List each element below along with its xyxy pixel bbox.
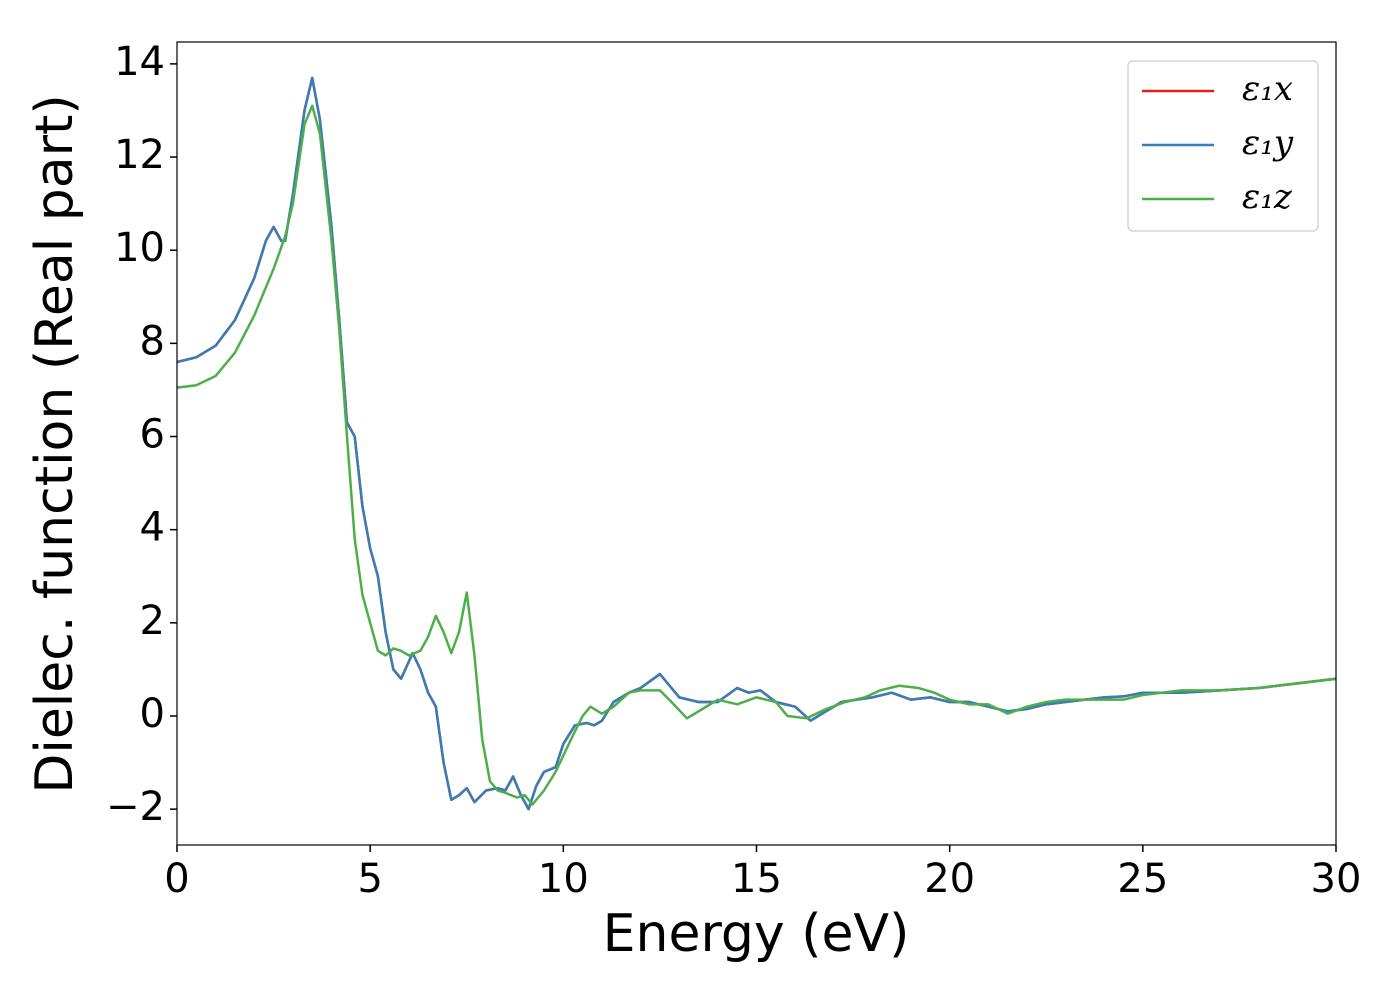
x-tick-label: 10 [538,856,589,902]
x-tick-label: 5 [357,856,382,902]
series-line [176,104,1337,806]
x-tick-label: 25 [1117,856,1168,902]
legend-label: ε₁x [1242,69,1293,109]
y-tick-label: −2 [106,784,165,830]
y-tick-label: 2 [140,598,165,644]
y-tick-label: 6 [140,412,165,458]
y-tick-label: 4 [140,505,165,551]
y-tick-label: 8 [140,318,165,364]
x-tick-label: 15 [731,856,782,902]
legend-box [1127,60,1319,232]
legend-label: ε₁y [1242,123,1294,163]
y-tick-label: 10 [114,225,165,271]
plot-frame [176,41,1337,846]
x-tick-label: 0 [164,856,189,902]
y-tick-label: 0 [140,691,165,737]
x-tick-label: 20 [924,856,975,902]
x-axis-label: Energy (eV) [603,904,910,964]
x-tick-label: 30 [1311,856,1362,902]
y-tick-label: 12 [114,132,165,178]
y-tick-label: 14 [114,39,165,85]
y-axis-label: Dielec. function (Real part) [25,94,85,793]
legend-label: ε₁z [1242,177,1293,217]
